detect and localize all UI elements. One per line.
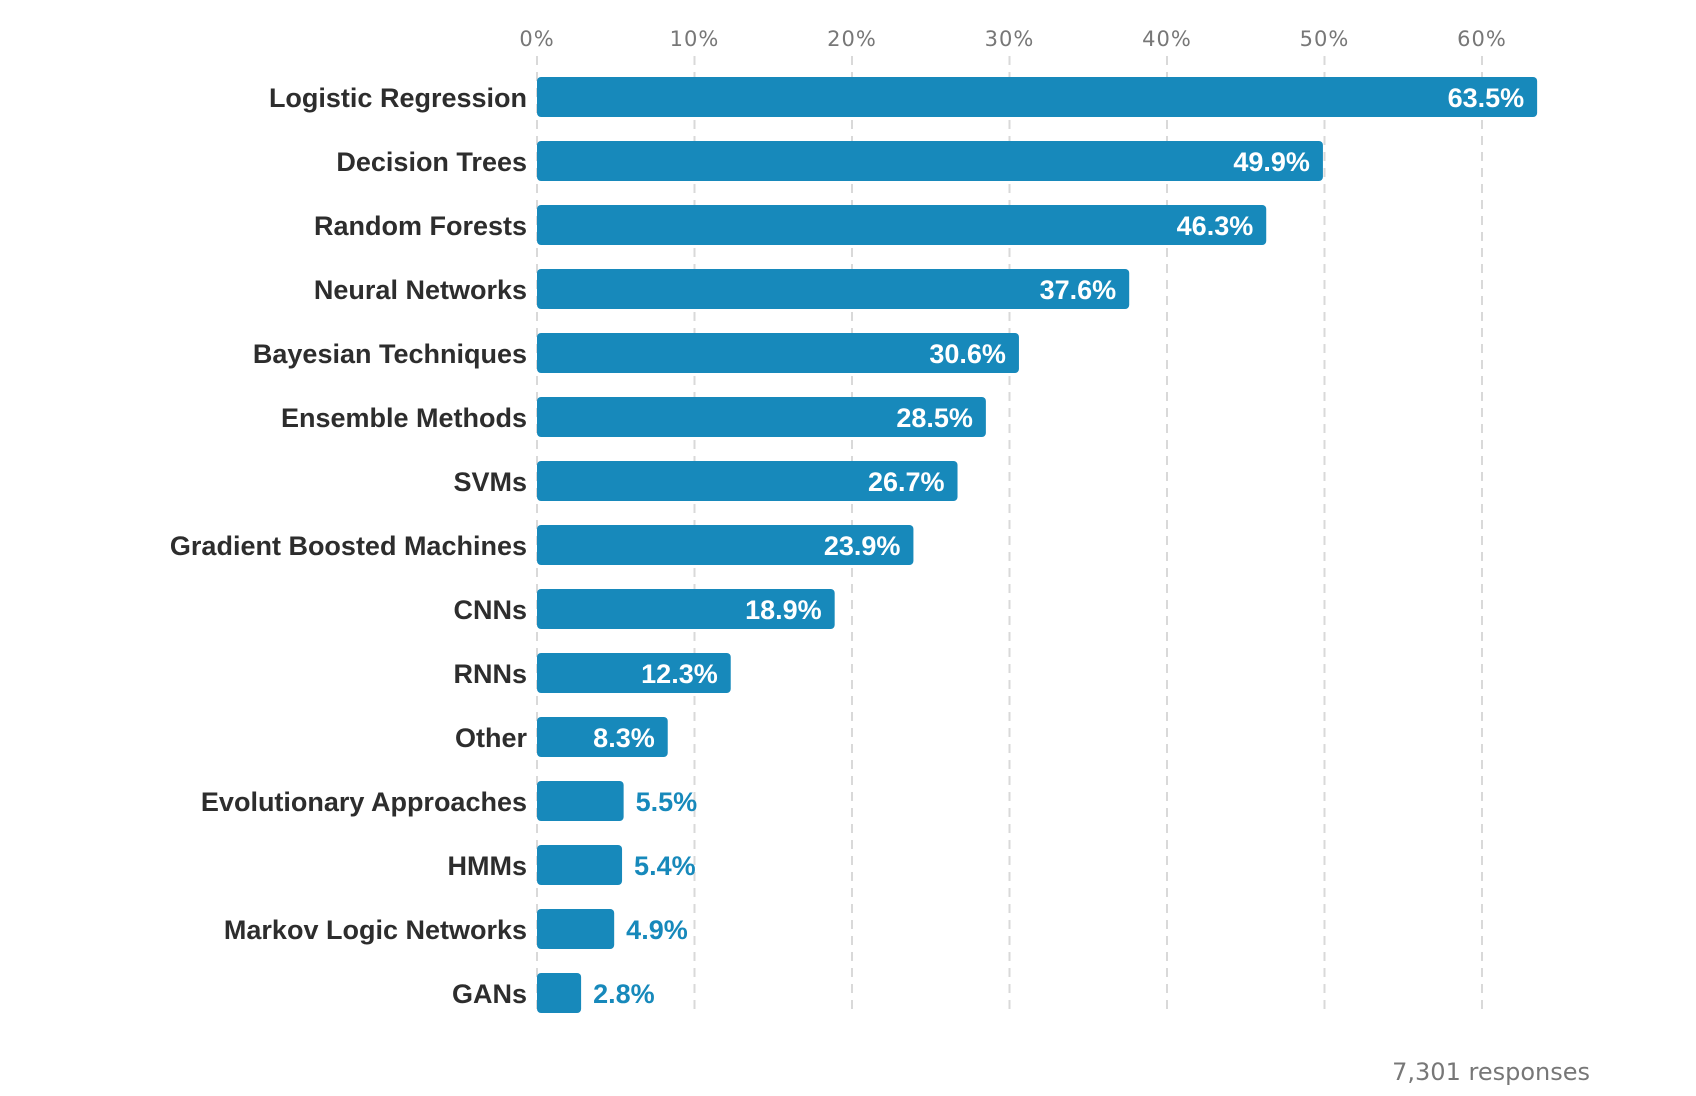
x-tick-label: 30%: [985, 27, 1035, 51]
data-label: 5.4%: [634, 851, 696, 881]
x-tick-label: 20%: [827, 27, 877, 51]
category-label: Neural Networks: [314, 275, 527, 305]
x-tick-label: 50%: [1300, 27, 1350, 51]
data-label: 28.5%: [896, 403, 973, 433]
category-label: Evolutionary Approaches: [201, 787, 527, 817]
bar: [537, 141, 1323, 181]
data-label: 5.5%: [636, 787, 698, 817]
category-label: Logistic Regression: [269, 83, 527, 113]
bar: [537, 525, 914, 565]
bar: [537, 269, 1130, 309]
bar: [537, 77, 1538, 117]
data-label: 4.9%: [626, 915, 688, 945]
data-label: 12.3%: [641, 659, 718, 689]
data-label: 26.7%: [868, 467, 945, 497]
bar: [537, 781, 624, 821]
bars: [537, 77, 1538, 1013]
data-label: 37.6%: [1040, 275, 1117, 305]
category-label: Other: [455, 723, 528, 753]
data-label: 18.9%: [745, 595, 822, 625]
x-tick-label: 10%: [670, 27, 720, 51]
category-label: Random Forests: [314, 211, 527, 241]
category-label: Ensemble Methods: [281, 403, 527, 433]
bar: [537, 461, 958, 501]
category-label: Gradient Boosted Machines: [170, 531, 527, 561]
category-label: CNNs: [453, 595, 527, 625]
bar: [537, 205, 1267, 245]
bar: [537, 397, 986, 437]
bar: [537, 333, 1019, 373]
response-count-footnote: 7,301 responses: [1392, 1058, 1590, 1086]
category-label: Markov Logic Networks: [224, 915, 527, 945]
category-label: RNNs: [453, 659, 527, 689]
data-label: 23.9%: [824, 531, 901, 561]
bar: [537, 909, 615, 949]
category-label: SVMs: [453, 467, 527, 497]
bar: [537, 973, 582, 1013]
x-tick-label: 60%: [1457, 27, 1507, 51]
x-tick-label: 0%: [519, 27, 554, 51]
data-label: 2.8%: [593, 979, 655, 1009]
bar: [537, 845, 623, 885]
x-tick-label: 40%: [1142, 27, 1192, 51]
data-label: 63.5%: [1448, 83, 1525, 113]
data-label: 46.3%: [1177, 211, 1254, 241]
data-label: 30.6%: [929, 339, 1006, 369]
category-label: HMMs: [448, 851, 528, 881]
bar: [537, 653, 731, 693]
bar: [537, 717, 668, 757]
data-label: 49.9%: [1233, 147, 1310, 177]
data-label: 8.3%: [593, 723, 655, 753]
category-label: Decision Trees: [336, 147, 527, 177]
category-label: Bayesian Techniques: [253, 339, 527, 369]
bar: [537, 589, 835, 629]
category-label: GANs: [452, 979, 527, 1009]
